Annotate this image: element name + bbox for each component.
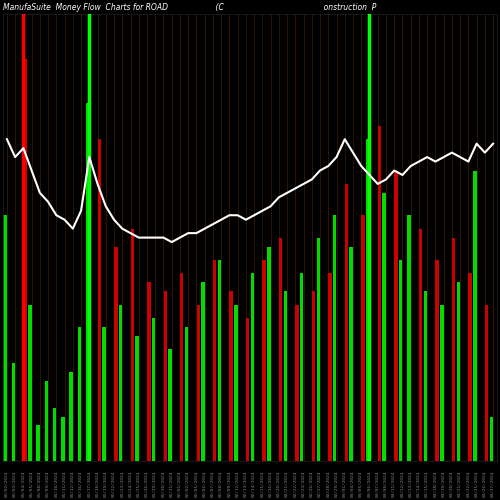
Bar (147, 282, 150, 461)
Bar (436, 260, 439, 461)
Bar (180, 274, 184, 461)
Bar (485, 304, 488, 461)
Bar (394, 170, 398, 461)
Bar (424, 292, 427, 461)
Bar (333, 215, 336, 461)
Bar (102, 327, 106, 461)
Bar (135, 336, 138, 461)
Bar (114, 246, 117, 461)
Bar (456, 282, 460, 461)
Bar (234, 304, 237, 461)
Bar (300, 274, 304, 461)
Bar (312, 292, 316, 461)
Bar (366, 139, 370, 461)
Bar (196, 304, 200, 461)
Bar (24, 58, 27, 461)
Bar (262, 260, 266, 461)
Bar (452, 238, 456, 461)
Bar (316, 238, 320, 461)
Bar (419, 228, 422, 461)
Bar (267, 246, 270, 461)
Bar (61, 416, 64, 461)
Bar (28, 304, 32, 461)
Bar (78, 327, 81, 461)
Bar (350, 246, 353, 461)
Bar (468, 274, 472, 461)
Bar (246, 318, 250, 461)
Bar (12, 363, 15, 461)
Bar (168, 350, 172, 461)
Bar (36, 426, 40, 461)
Bar (53, 408, 56, 461)
Bar (284, 292, 287, 461)
Bar (164, 292, 167, 461)
Bar (4, 215, 7, 461)
Bar (86, 104, 89, 461)
Bar (218, 260, 221, 461)
Text: ManufaSuite  Money Flow  Charts for ROAD                    (C                  : ManufaSuite Money Flow Charts for ROAD (… (3, 3, 376, 12)
Bar (440, 304, 444, 461)
Bar (362, 215, 365, 461)
Bar (70, 372, 72, 461)
Bar (345, 184, 348, 461)
Bar (250, 274, 254, 461)
Bar (407, 215, 410, 461)
Bar (130, 228, 134, 461)
Bar (378, 126, 382, 461)
Bar (399, 260, 402, 461)
Bar (328, 274, 332, 461)
Bar (490, 416, 493, 461)
Bar (201, 282, 204, 461)
Bar (279, 238, 282, 461)
Bar (230, 292, 233, 461)
Bar (152, 318, 155, 461)
Bar (296, 304, 299, 461)
Bar (382, 193, 386, 461)
Bar (118, 304, 122, 461)
Bar (44, 380, 48, 461)
Bar (98, 139, 101, 461)
Bar (213, 260, 216, 461)
Bar (184, 327, 188, 461)
Bar (473, 170, 476, 461)
